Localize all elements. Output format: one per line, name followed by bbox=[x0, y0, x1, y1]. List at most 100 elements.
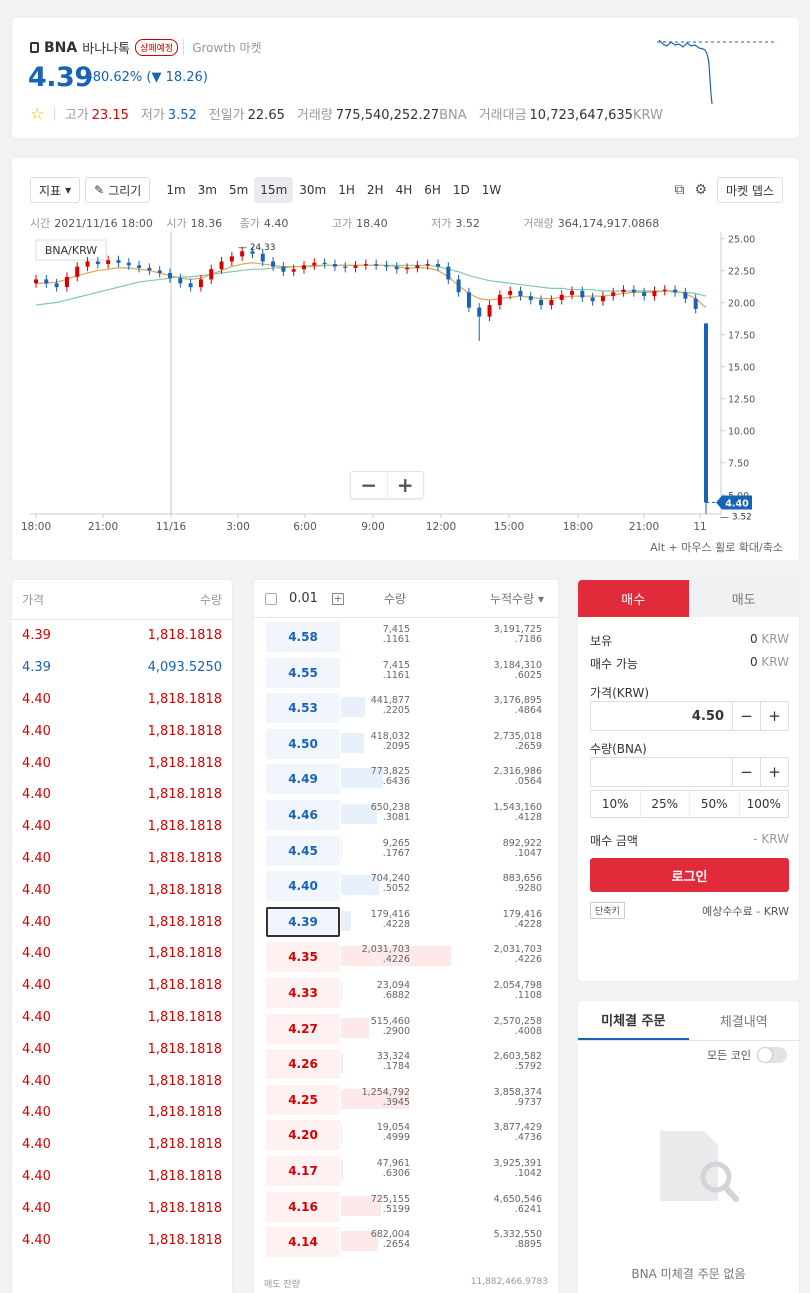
orderbook-price[interactable]: 4.55 bbox=[288, 665, 318, 680]
orderbook-row-ask[interactable]: 4.53 441,877.2205 3,176,895.4864 bbox=[254, 691, 554, 725]
orderbook-cumqty: 3,176,895.4864 bbox=[493, 695, 542, 717]
orderbook-row-ask[interactable]: 4.50 418,032.2095 2,735,018.2659 bbox=[254, 727, 554, 761]
candle-body bbox=[157, 270, 162, 274]
orderbook-row-ask[interactable]: 4.46 650,238.3081 1,543,160.4128 bbox=[254, 798, 554, 832]
interval-1W[interactable]: 1W bbox=[481, 183, 502, 197]
orderbook-price[interactable]: 4.27 bbox=[288, 1021, 318, 1036]
popout-icon[interactable]: ⧉ bbox=[674, 182, 685, 198]
orderbook-price[interactable]: 4.50 bbox=[288, 736, 318, 751]
candle-body bbox=[137, 265, 142, 268]
orderbook-row-bid[interactable]: 4.35 2,031,703.4226 2,031,703.4226 bbox=[254, 940, 554, 974]
zoom-out-button[interactable]: − bbox=[360, 473, 378, 497]
orderbook-price[interactable]: 4.53 bbox=[288, 701, 318, 716]
interval-30m[interactable]: 30m bbox=[299, 183, 327, 197]
orderbook-row-ask[interactable]: 4.58 7,415.1161 3,191,725.7186 bbox=[254, 620, 554, 654]
indicator-button[interactable]: 지표 ▾ bbox=[30, 177, 81, 203]
orderbook-price[interactable]: 4.39 bbox=[266, 906, 340, 937]
toggle-switch[interactable] bbox=[757, 1047, 787, 1063]
price-cell-bg bbox=[266, 1049, 340, 1080]
toggle-label: 모든 코인 bbox=[707, 1049, 751, 1062]
orderbook-row-bid[interactable]: 4.25 1,254,792.3945 3,858,374.9737 bbox=[254, 1083, 554, 1117]
orderbook-row-ask[interactable]: 4.45 9,265.1767 892,922.1047 bbox=[254, 834, 554, 868]
orderbook-price[interactable]: 4.25 bbox=[288, 1092, 318, 1107]
orderbook-row-bid[interactable]: 4.26 33,324.1784 2,603,582.5792 bbox=[254, 1047, 554, 1081]
interval-2H[interactable]: 2H bbox=[366, 183, 384, 197]
orderbook-price[interactable]: 4.35 bbox=[288, 950, 318, 965]
price-input-field[interactable]: 4.50 bbox=[691, 708, 724, 724]
stat-value: 23.15 bbox=[91, 108, 129, 123]
draw-button[interactable]: ✎ 그리기 bbox=[85, 177, 151, 203]
current-price: 4.39 bbox=[28, 62, 93, 93]
interval-5m[interactable]: 5m bbox=[228, 183, 249, 197]
qty-input-field[interactable] bbox=[591, 758, 732, 786]
orderbook-row-bid[interactable]: 4.16 725,155.5199 4,650,546.6241 bbox=[254, 1190, 554, 1224]
orderbook-row-bid[interactable]: 4.27 515,460.2900 2,570,258.4008 bbox=[254, 1012, 554, 1046]
price-minus-button[interactable]: − bbox=[732, 702, 760, 730]
settings-gear-icon[interactable]: ⚙ bbox=[694, 182, 708, 198]
interval-6H[interactable]: 6H bbox=[424, 183, 441, 197]
interval-1D[interactable]: 1D bbox=[452, 183, 470, 197]
candle-body bbox=[662, 289, 667, 291]
depth-bar bbox=[341, 946, 451, 967]
all-coins-toggle[interactable]: 모든 코인 bbox=[707, 1047, 787, 1063]
tab-open-orders[interactable]: 미체결 주문 bbox=[578, 1001, 689, 1040]
orderbook-price[interactable]: 4.17 bbox=[288, 1164, 318, 1178]
cumulative-header[interactable]: 누적수량 ▾ bbox=[490, 590, 544, 607]
interval-1m[interactable]: 1m bbox=[166, 183, 186, 197]
qty-minus-button[interactable]: − bbox=[732, 758, 760, 786]
candle-body bbox=[549, 299, 554, 306]
orderbook-price[interactable]: 4.49 bbox=[288, 772, 318, 787]
orderbook-row-ask[interactable]: 4.49 773,825.6436 2,316,986.0564 bbox=[254, 762, 554, 796]
orderbook-row-ask[interactable]: 4.40 704,240.5052 883,656.9280 bbox=[254, 869, 554, 903]
orderbook-row-bid[interactable]: 4.14 682,004.2654 5,332,550.8895 bbox=[254, 1225, 554, 1259]
orderbook-price[interactable]: 4.58 bbox=[288, 630, 318, 644]
price-plus-button[interactable]: + bbox=[760, 702, 788, 730]
orderbook-row-bid[interactable]: 4.33 23,094.6882 2,054,798.1108 bbox=[254, 976, 554, 1010]
market-depth-button[interactable]: 마켓 뎁스 bbox=[717, 177, 783, 203]
trade-qty: 1,818.1818 bbox=[147, 1200, 222, 1216]
delisting-badge: 상폐예정 bbox=[135, 39, 179, 56]
zoom-in-button[interactable]: + bbox=[386, 472, 424, 498]
price-cell-bg bbox=[266, 942, 340, 973]
orderbook-row-bid[interactable]: 4.17 47,961.6306 3,925,391.1042 bbox=[254, 1154, 554, 1188]
orderbook-price[interactable]: 4.14 bbox=[288, 1235, 318, 1250]
candle-body bbox=[497, 294, 502, 306]
favorite-star-icon[interactable]: ☆ bbox=[30, 104, 45, 123]
percent-25-button[interactable]: 25% bbox=[639, 791, 690, 817]
orderbook-price[interactable]: 4.45 bbox=[288, 843, 318, 858]
login-button[interactable]: 로그인 bbox=[590, 858, 789, 892]
orderbook-row-ask[interactable]: 4.55 7,415.1161 3,184,310.6025 bbox=[254, 656, 554, 690]
percent-10-button[interactable]: 10% bbox=[601, 797, 629, 811]
last-price-tag: 4.40 bbox=[716, 495, 752, 510]
trade-price: 4.40 bbox=[22, 1200, 51, 1216]
orderbook-qty: 33,324.1784 bbox=[376, 1051, 410, 1073]
candle-body bbox=[704, 323, 708, 503]
y-tick-label: 15.00 bbox=[728, 363, 755, 374]
trade-qty: 1,818.1818 bbox=[147, 1009, 222, 1025]
percent-50-button[interactable]: 50% bbox=[689, 791, 739, 817]
qty-plus-button[interactable]: + bbox=[760, 758, 788, 786]
tick-plus-icon[interactable]: + bbox=[331, 592, 344, 605]
orderbook-row-ask[interactable]: 4.39 179,416.4228 179,416.4228 bbox=[254, 905, 554, 939]
holding-unit: KRW bbox=[761, 632, 789, 646]
orderbook-price[interactable]: 4.16 bbox=[288, 1199, 318, 1214]
group-checkbox[interactable] bbox=[265, 592, 277, 605]
interval-1H[interactable]: 1H bbox=[338, 183, 355, 197]
orderbook-row-bid[interactable]: 4.20 19,054.4999 3,877,429.4736 bbox=[254, 1118, 554, 1152]
orderbook-price[interactable]: 4.33 bbox=[288, 986, 318, 1000]
orderbook-price[interactable]: 4.40 bbox=[288, 879, 318, 894]
volume-label: 거래량 bbox=[523, 217, 554, 230]
percent-100-button[interactable]: 100% bbox=[738, 791, 789, 817]
orderbook-price[interactable]: 4.20 bbox=[288, 1128, 318, 1143]
interval-3m[interactable]: 3m bbox=[197, 183, 217, 197]
trade-row: 4.40 1,818.1818 bbox=[12, 906, 232, 938]
interval-4H[interactable]: 4H bbox=[395, 183, 413, 197]
interval-15m[interactable]: 15m bbox=[254, 177, 294, 203]
shortcut-button[interactable]: 단축키 bbox=[590, 902, 625, 919]
orderbook-price[interactable]: 4.26 bbox=[288, 1057, 318, 1072]
orderbook-price[interactable]: 4.46 bbox=[288, 808, 318, 822]
tab-filled-orders[interactable]: 체결내역 bbox=[719, 1015, 768, 1030]
tab-buy[interactable]: 매수 bbox=[578, 580, 689, 617]
tab-sell[interactable]: 매도 bbox=[688, 580, 799, 617]
candlestick-chart[interactable]: 25.0022.5020.0017.5015.0012.5010.007.505… bbox=[12, 226, 799, 532]
